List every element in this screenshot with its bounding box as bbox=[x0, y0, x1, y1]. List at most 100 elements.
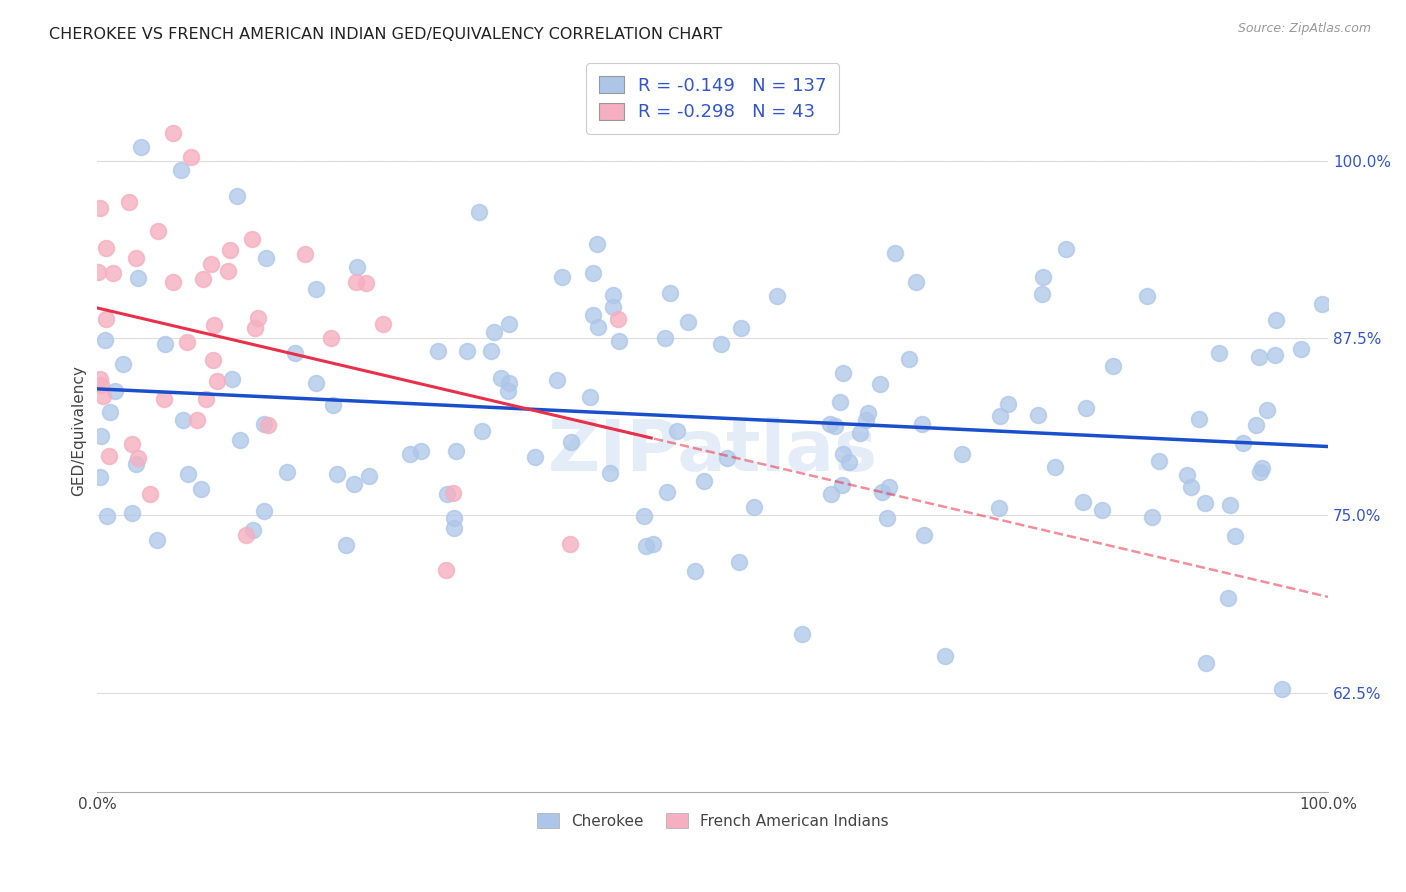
Point bbox=[820, 486, 842, 500]
Point bbox=[121, 506, 143, 520]
Point bbox=[496, 384, 519, 398]
Point bbox=[118, 194, 141, 209]
Point bbox=[125, 251, 148, 265]
Point bbox=[1249, 465, 1271, 479]
Point bbox=[191, 271, 214, 285]
Point bbox=[371, 317, 394, 331]
Point bbox=[96, 241, 118, 255]
Point bbox=[456, 344, 478, 359]
Point bbox=[87, 265, 110, 279]
Point bbox=[988, 409, 1011, 423]
Point bbox=[172, 413, 194, 427]
Point bbox=[824, 419, 846, 434]
Point bbox=[162, 275, 184, 289]
Point bbox=[89, 372, 111, 386]
Point bbox=[153, 336, 176, 351]
Point bbox=[468, 205, 491, 219]
Point bbox=[276, 465, 298, 479]
Point bbox=[111, 357, 134, 371]
Point bbox=[1251, 461, 1274, 475]
Point bbox=[710, 336, 733, 351]
Point bbox=[97, 450, 120, 464]
Point bbox=[346, 260, 368, 274]
Point bbox=[94, 311, 117, 326]
Point bbox=[427, 344, 450, 359]
Point bbox=[398, 447, 420, 461]
Point bbox=[1187, 411, 1209, 425]
Point bbox=[247, 311, 270, 326]
Point bbox=[305, 376, 328, 390]
Point bbox=[582, 308, 605, 322]
Point bbox=[91, 389, 114, 403]
Legend: Cherokee, French American Indians: Cherokee, French American Indians bbox=[531, 807, 894, 835]
Point bbox=[634, 540, 657, 554]
Point bbox=[253, 417, 276, 431]
Point bbox=[152, 392, 174, 407]
Point bbox=[950, 447, 973, 461]
Point bbox=[202, 352, 225, 367]
Point bbox=[177, 467, 200, 482]
Point bbox=[294, 246, 316, 260]
Point bbox=[765, 289, 787, 303]
Point bbox=[693, 474, 716, 488]
Point bbox=[855, 413, 877, 427]
Point bbox=[170, 162, 193, 177]
Point bbox=[359, 468, 381, 483]
Point bbox=[180, 150, 202, 164]
Point bbox=[730, 321, 752, 335]
Point bbox=[101, 266, 124, 280]
Point bbox=[716, 450, 738, 465]
Point bbox=[145, 533, 167, 547]
Point bbox=[586, 237, 609, 252]
Point bbox=[441, 485, 464, 500]
Point bbox=[93, 333, 115, 347]
Point bbox=[1208, 346, 1230, 360]
Point bbox=[1091, 503, 1114, 517]
Point bbox=[221, 372, 243, 386]
Point bbox=[127, 450, 149, 465]
Point bbox=[1175, 467, 1198, 482]
Point bbox=[582, 266, 605, 280]
Point bbox=[186, 413, 208, 427]
Point bbox=[1136, 288, 1159, 302]
Point bbox=[1256, 403, 1278, 417]
Point bbox=[90, 378, 112, 392]
Point bbox=[217, 264, 239, 278]
Point bbox=[602, 288, 624, 302]
Point bbox=[883, 245, 905, 260]
Point bbox=[1289, 342, 1312, 356]
Point bbox=[121, 437, 143, 451]
Point bbox=[254, 252, 277, 266]
Text: CHEROKEE VS FRENCH AMERICAN INDIAN GED/EQUIVALENCY CORRELATION CHART: CHEROKEE VS FRENCH AMERICAN INDIAN GED/E… bbox=[49, 27, 723, 42]
Point bbox=[89, 201, 111, 215]
Point bbox=[934, 648, 956, 663]
Point bbox=[683, 564, 706, 578]
Point bbox=[1310, 296, 1333, 310]
Point bbox=[987, 500, 1010, 515]
Point bbox=[498, 376, 520, 390]
Point bbox=[599, 466, 621, 480]
Point bbox=[1031, 287, 1053, 301]
Point bbox=[1101, 359, 1123, 374]
Point bbox=[202, 318, 225, 332]
Point bbox=[1195, 657, 1218, 671]
Point bbox=[436, 487, 458, 501]
Point bbox=[125, 457, 148, 471]
Point bbox=[832, 366, 855, 380]
Point bbox=[659, 286, 682, 301]
Point bbox=[1045, 459, 1067, 474]
Point bbox=[1264, 313, 1286, 327]
Point bbox=[444, 444, 467, 458]
Point bbox=[870, 485, 893, 500]
Point bbox=[742, 500, 765, 514]
Point bbox=[1223, 528, 1246, 542]
Point bbox=[1218, 498, 1240, 512]
Point bbox=[633, 509, 655, 524]
Point bbox=[356, 276, 378, 290]
Point bbox=[832, 447, 855, 461]
Point bbox=[1028, 408, 1050, 422]
Point bbox=[869, 377, 891, 392]
Point bbox=[1271, 682, 1294, 697]
Point bbox=[848, 425, 870, 440]
Point bbox=[912, 528, 935, 542]
